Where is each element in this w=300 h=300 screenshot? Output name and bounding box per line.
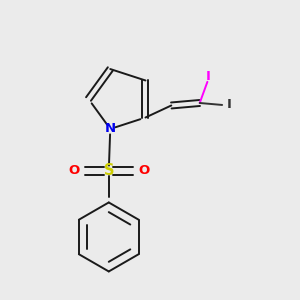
Text: I: I <box>226 98 231 111</box>
Text: I: I <box>206 70 210 83</box>
Text: O: O <box>138 164 149 178</box>
Text: O: O <box>68 164 79 178</box>
Text: N: N <box>105 122 116 136</box>
Text: S: S <box>103 164 114 178</box>
